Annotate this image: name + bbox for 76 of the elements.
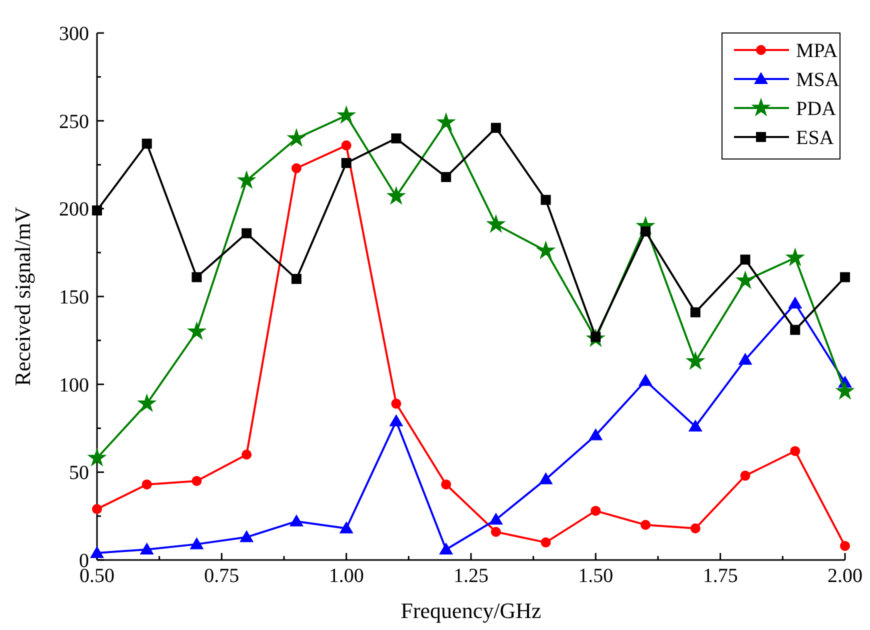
point <box>441 172 452 182</box>
legend-label: MSA <box>796 69 840 91</box>
point <box>186 321 207 340</box>
point <box>240 530 254 542</box>
point <box>690 307 700 318</box>
point <box>538 472 553 484</box>
point <box>242 228 252 238</box>
point <box>436 112 456 131</box>
point <box>740 470 750 481</box>
point <box>486 214 506 233</box>
point <box>137 393 157 412</box>
x-tick-label: 0.75 <box>204 565 240 587</box>
point <box>242 450 252 460</box>
point <box>590 506 601 516</box>
point <box>286 128 306 147</box>
point <box>87 448 107 466</box>
point <box>92 504 102 514</box>
point <box>735 270 756 290</box>
point <box>339 521 354 534</box>
x-tick-label: 1.00 <box>328 565 364 587</box>
point <box>192 476 202 486</box>
point <box>490 526 501 537</box>
point <box>540 537 551 548</box>
point <box>490 122 501 133</box>
point <box>391 133 402 144</box>
point <box>236 170 256 189</box>
point <box>386 186 406 205</box>
y-tick-label: 100 <box>59 374 89 396</box>
point <box>441 479 452 490</box>
point <box>536 240 556 260</box>
point <box>140 542 154 554</box>
point <box>686 351 706 370</box>
point <box>488 512 503 525</box>
point <box>640 520 651 530</box>
point <box>740 254 750 265</box>
legend-label: MPA <box>796 40 838 62</box>
y-tick-label: 50 <box>69 462 89 484</box>
point <box>192 272 202 282</box>
point <box>341 158 352 168</box>
point <box>790 446 800 456</box>
y-tick-label: 200 <box>59 198 89 221</box>
point <box>389 414 404 426</box>
point <box>788 296 802 309</box>
y-tick-label: 300 <box>59 23 89 45</box>
point <box>291 274 302 284</box>
point <box>840 540 850 551</box>
point <box>640 226 651 237</box>
point <box>439 542 454 554</box>
y-axis-title: Received signal/mV <box>10 206 35 386</box>
point <box>835 381 855 400</box>
point <box>738 352 752 365</box>
point <box>690 523 700 534</box>
legend-label: PDA <box>796 98 837 120</box>
point <box>785 248 805 266</box>
x-tick-label: 1.25 <box>454 565 488 587</box>
point <box>142 138 152 149</box>
point <box>391 398 402 409</box>
point <box>289 514 304 526</box>
point <box>588 428 603 440</box>
point <box>291 163 302 174</box>
point <box>190 537 204 550</box>
point <box>840 272 850 282</box>
y-tick-label: 150 <box>59 286 89 308</box>
point <box>790 324 800 335</box>
y-tick-label: 250 <box>59 110 89 133</box>
point <box>336 105 356 124</box>
legend-label: ESA <box>796 127 834 149</box>
x-tick-label: 2.00 <box>828 565 862 587</box>
point <box>688 419 702 432</box>
x-axis-title: Frequency/GHz <box>400 598 542 623</box>
point <box>142 479 152 490</box>
x-tick-label: 1.75 <box>702 565 738 587</box>
point <box>540 194 551 205</box>
point <box>638 374 653 386</box>
point <box>341 140 352 150</box>
x-tick-label: 1.50 <box>578 565 614 587</box>
